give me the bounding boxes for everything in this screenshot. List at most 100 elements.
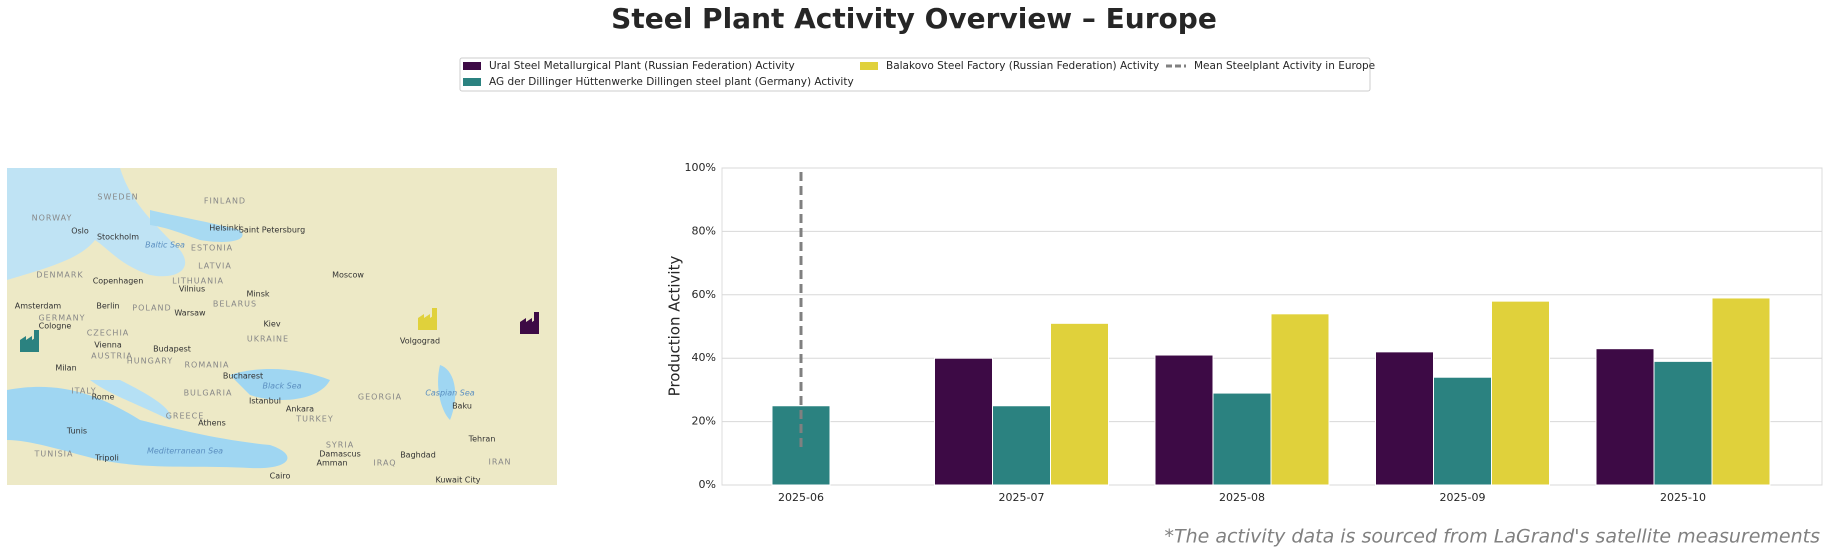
map-label: NORWAY <box>32 214 73 223</box>
map-label: Bucharest <box>223 372 263 381</box>
map-label: Volgograd <box>400 337 440 346</box>
x-tick-label: 2025-06 <box>778 491 824 504</box>
map-label: AUSTRIA <box>91 352 133 361</box>
y-tick-label: 40% <box>692 351 716 364</box>
bar <box>1433 376 1492 486</box>
map-label: BELARUS <box>213 300 257 309</box>
bar <box>1595 348 1655 486</box>
bar <box>1212 392 1272 486</box>
map-label: Vilnius <box>179 285 205 294</box>
map-label: Amsterdam <box>15 302 62 311</box>
map-label: Tunis <box>66 427 87 436</box>
bar <box>934 357 993 486</box>
map-label: Kuwait City <box>436 476 481 485</box>
y-tick-label: 80% <box>692 224 716 237</box>
map-label: Budapest <box>153 345 191 354</box>
bar <box>1270 313 1330 486</box>
map-label: Moscow <box>332 271 364 280</box>
map-label: UKRAINE <box>247 335 289 344</box>
x-tick-label: 2025-10 <box>1660 491 1706 504</box>
legend-swatch <box>463 62 481 70</box>
legend <box>459 57 1371 92</box>
legend-label: AG der Dillinger Hüttenwerke Dillingen s… <box>489 76 854 88</box>
map-label: Black Sea <box>262 382 301 391</box>
map-label: GERMANY <box>38 314 85 323</box>
bar <box>1653 360 1713 486</box>
map-label: Berlin <box>96 302 119 311</box>
map-label: Baku <box>452 402 472 411</box>
map-label: Damascus <box>319 450 361 459</box>
map-label: Athens <box>198 419 226 428</box>
map-label: IRAQ <box>373 459 396 468</box>
legend-label: Ural Steel Metallurgical Plant (Russian … <box>489 60 795 72</box>
y-tick-label: 100% <box>685 161 716 174</box>
bar <box>1711 297 1771 486</box>
bar <box>1375 351 1434 486</box>
map-label: GREECE <box>166 412 205 421</box>
y-tick-label: 60% <box>692 288 716 301</box>
map-label: LITHUANIA <box>172 277 224 286</box>
map-label: Mediterranean Sea <box>147 447 223 456</box>
map-label: Copenhagen <box>93 277 144 286</box>
legend-swatch <box>860 62 878 70</box>
map-label: TUNISIA <box>34 450 74 459</box>
plant-icon-shape <box>20 330 39 352</box>
chart-title: Steel Plant Activity Overview – Europe <box>611 2 1217 35</box>
map-label: POLAND <box>132 304 171 313</box>
x-tick-label: 2025-08 <box>1219 491 1265 504</box>
legend-label: Balakovo Steel Factory (Russian Federati… <box>886 60 1159 72</box>
map-label: FINLAND <box>204 197 246 206</box>
map-label: HUNGARY <box>127 357 173 366</box>
x-tick-label: 2025-09 <box>1440 491 1486 504</box>
map-label: ROMANIA <box>184 361 229 370</box>
map-label: ESTONIA <box>191 244 233 253</box>
map-label: Oslo <box>71 227 89 236</box>
y-axis-label: Production Activity <box>666 256 684 397</box>
legend-label: Mean Steelplant Activity in Europe <box>1194 60 1375 72</box>
map-label: Milan <box>55 364 76 373</box>
x-tick-label: 2025-07 <box>999 491 1045 504</box>
bar <box>1154 354 1214 486</box>
map-label: TURKEY <box>295 415 334 424</box>
plant-icon <box>520 312 539 334</box>
plant-icon <box>418 308 437 330</box>
map-label: Amman <box>316 459 347 468</box>
map-label: ITALY <box>71 387 96 396</box>
map-label: Stockholm <box>97 233 139 242</box>
map-label: IRAN <box>488 458 511 467</box>
map: SWEDEN FINLAND NORWAY Oslo Stockholm Helsinki… <box>7 168 557 485</box>
map-label: Tehran <box>468 435 496 444</box>
bar <box>1050 322 1109 486</box>
map-label: SYRIA <box>326 441 354 450</box>
map-label: Istanbul <box>249 397 281 406</box>
map-label: Caspian Sea <box>425 389 474 398</box>
y-tick-label: 20% <box>692 415 716 428</box>
map-label: Helsinki <box>209 224 240 233</box>
plant-icon-shape <box>520 312 539 334</box>
map-label: SWEDEN <box>97 193 138 202</box>
plant-icon <box>20 330 39 352</box>
map-label: CZECHIA <box>87 329 130 338</box>
legend-swatch <box>463 78 481 86</box>
map-label: Minsk <box>247 290 270 299</box>
map-label: Warsaw <box>174 309 206 318</box>
map-label: Baltic Sea <box>145 241 185 250</box>
map-label: Ankara <box>286 405 314 414</box>
map-label: LATVIA <box>198 262 232 271</box>
map-label: Saint Petersburg <box>239 226 305 235</box>
footnote: *The activity data is sourced from LaGra… <box>1164 526 1820 548</box>
map-label: Tripoli <box>94 454 119 463</box>
map-label: Vienna <box>94 341 122 350</box>
map-label: GEORGIA <box>358 393 402 402</box>
bar <box>1491 300 1550 486</box>
y-tick-label: 0% <box>699 478 716 491</box>
map-label: Baghdad <box>400 451 436 460</box>
map-label: Kiev <box>263 320 280 329</box>
bar <box>992 405 1051 486</box>
map-label: Rome <box>92 393 115 402</box>
plant-icon-shape <box>418 308 437 330</box>
map-label: Cologne <box>39 322 72 331</box>
map-label: DENMARK <box>36 271 83 280</box>
map-label: BULGARIA <box>184 389 233 398</box>
